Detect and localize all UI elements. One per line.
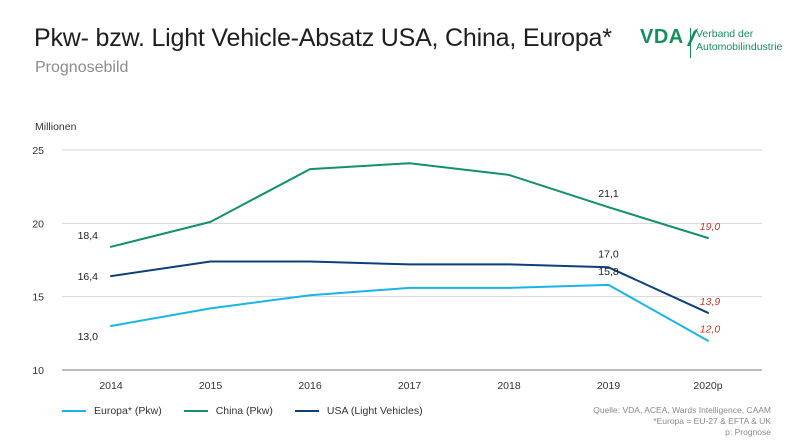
data-label-europa-2019: 15,8 — [598, 266, 619, 278]
data-label-europa-2020p: 12,0 — [700, 324, 721, 336]
legend-item-usa: USA (Light Vehicles) — [294, 405, 423, 417]
x-tick-label-2015: 2015 — [199, 380, 223, 392]
x-tick-label-2016: 2016 — [298, 380, 322, 392]
logo-text-line1: Verband der — [696, 28, 754, 40]
data-label-europa-2014: 13,0 — [78, 331, 99, 343]
vda-logo-text: Verband der Automobilindustrie — [696, 28, 782, 54]
x-tick-label-2020p: 2020p — [693, 380, 722, 392]
y-axis-label: Millionen — [35, 121, 77, 133]
chart-title: Pkw- bzw. Light Vehicle-Absatz USA, Chin… — [34, 24, 612, 52]
x-tick-label-2017: 2017 — [398, 380, 422, 392]
chart-subtitle: Prognosebild — [35, 59, 129, 76]
legend-label-europa: Europa* (Pkw) — [94, 405, 162, 417]
data-label-china-2020p: 19,0 — [700, 221, 721, 233]
data-label-usa-2014: 16,4 — [78, 271, 99, 283]
data-label-china-2014: 18,4 — [78, 230, 99, 242]
y-tick-label-20: 20 — [32, 218, 44, 230]
logo-divider — [690, 28, 691, 58]
series-line-europa — [110, 283, 709, 342]
legend-label-china: China (Pkw) — [215, 405, 273, 417]
source-line2: *Europa = EU-27 & EFTA & UK — [653, 416, 771, 426]
source-line1: Quelle: VDA, ACEA, Wards Intelligence, C… — [593, 405, 771, 415]
vda-logo-mark: VDA — [640, 26, 684, 48]
x-tick-label-2018: 2018 — [497, 380, 521, 392]
series-line-usa — [110, 260, 709, 314]
logo-text-line2: Automobilindustrie — [696, 41, 783, 53]
legend-label-usa: USA (Light Vehicles) — [326, 405, 423, 417]
legend-item-europa: Europa* (Pkw) — [62, 405, 162, 417]
x-tick-label-2019: 2019 — [597, 380, 621, 392]
series-line-china — [110, 162, 709, 248]
source-note: Quelle: VDA, ACEA, Wards Intelligence, C… — [593, 405, 771, 438]
y-tick-label-10: 10 — [32, 365, 44, 377]
legend-swatch-europa — [62, 410, 86, 412]
legend-swatch-usa — [294, 410, 319, 412]
y-tick-label-15: 15 — [32, 292, 44, 304]
data-label-usa-2020p: 13,9 — [700, 296, 721, 308]
x-tick-label-2014: 2014 — [99, 380, 123, 392]
data-label-usa-2019: 17,0 — [598, 248, 619, 260]
y-tick-label-25: 25 — [32, 145, 44, 157]
legend: Europa* (Pkw) China (Pkw) USA (Light Veh… — [62, 405, 423, 417]
legend-item-china: China (Pkw) — [183, 405, 273, 417]
data-label-china-2019: 21,1 — [598, 188, 619, 200]
legend-swatch-china — [183, 410, 208, 412]
source-line3: p: Prognose — [725, 427, 771, 437]
